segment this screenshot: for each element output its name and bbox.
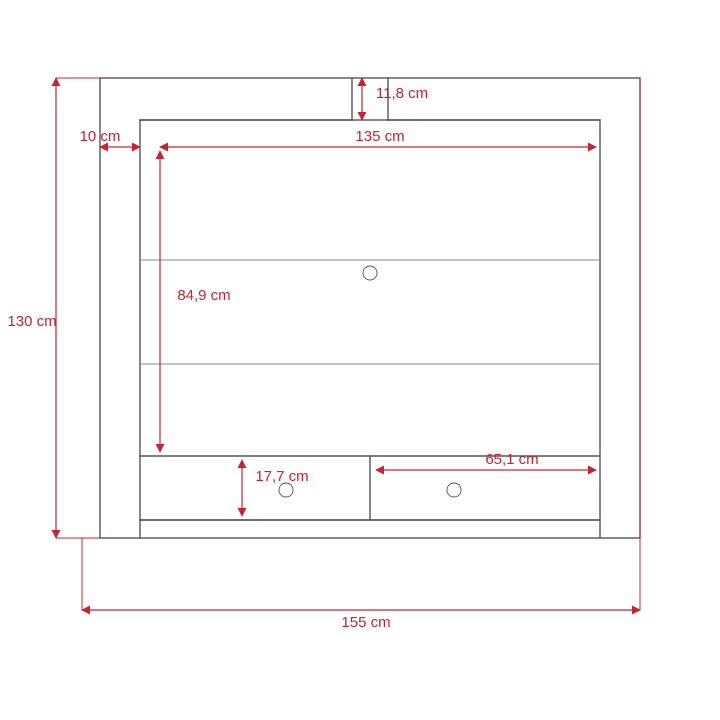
dim-label-shelf-width: 65,1 cm — [485, 451, 538, 468]
dim-label-shelf-height: 17,7 cm — [255, 468, 308, 485]
dim-label-inner-height: 84,9 cm — [177, 287, 230, 304]
cable-hole — [363, 266, 377, 280]
dim-label-overall-height: 130 cm — [7, 313, 56, 330]
dim-label-top-gap: 11,8 cm — [376, 85, 428, 102]
cable-hole — [279, 483, 293, 497]
dim-label-inner-width: 135 cm — [355, 128, 404, 145]
cable-hole — [447, 483, 461, 497]
dim-label-left-gap: 10 cm — [80, 128, 121, 145]
dim-label-overall-width: 155 cm — [341, 614, 390, 631]
furniture-dimension-diagram: 155 cm 130 cm 11,8 cm 10 cm 135 cm 84,9 cm 17,… — [0, 0, 720, 720]
